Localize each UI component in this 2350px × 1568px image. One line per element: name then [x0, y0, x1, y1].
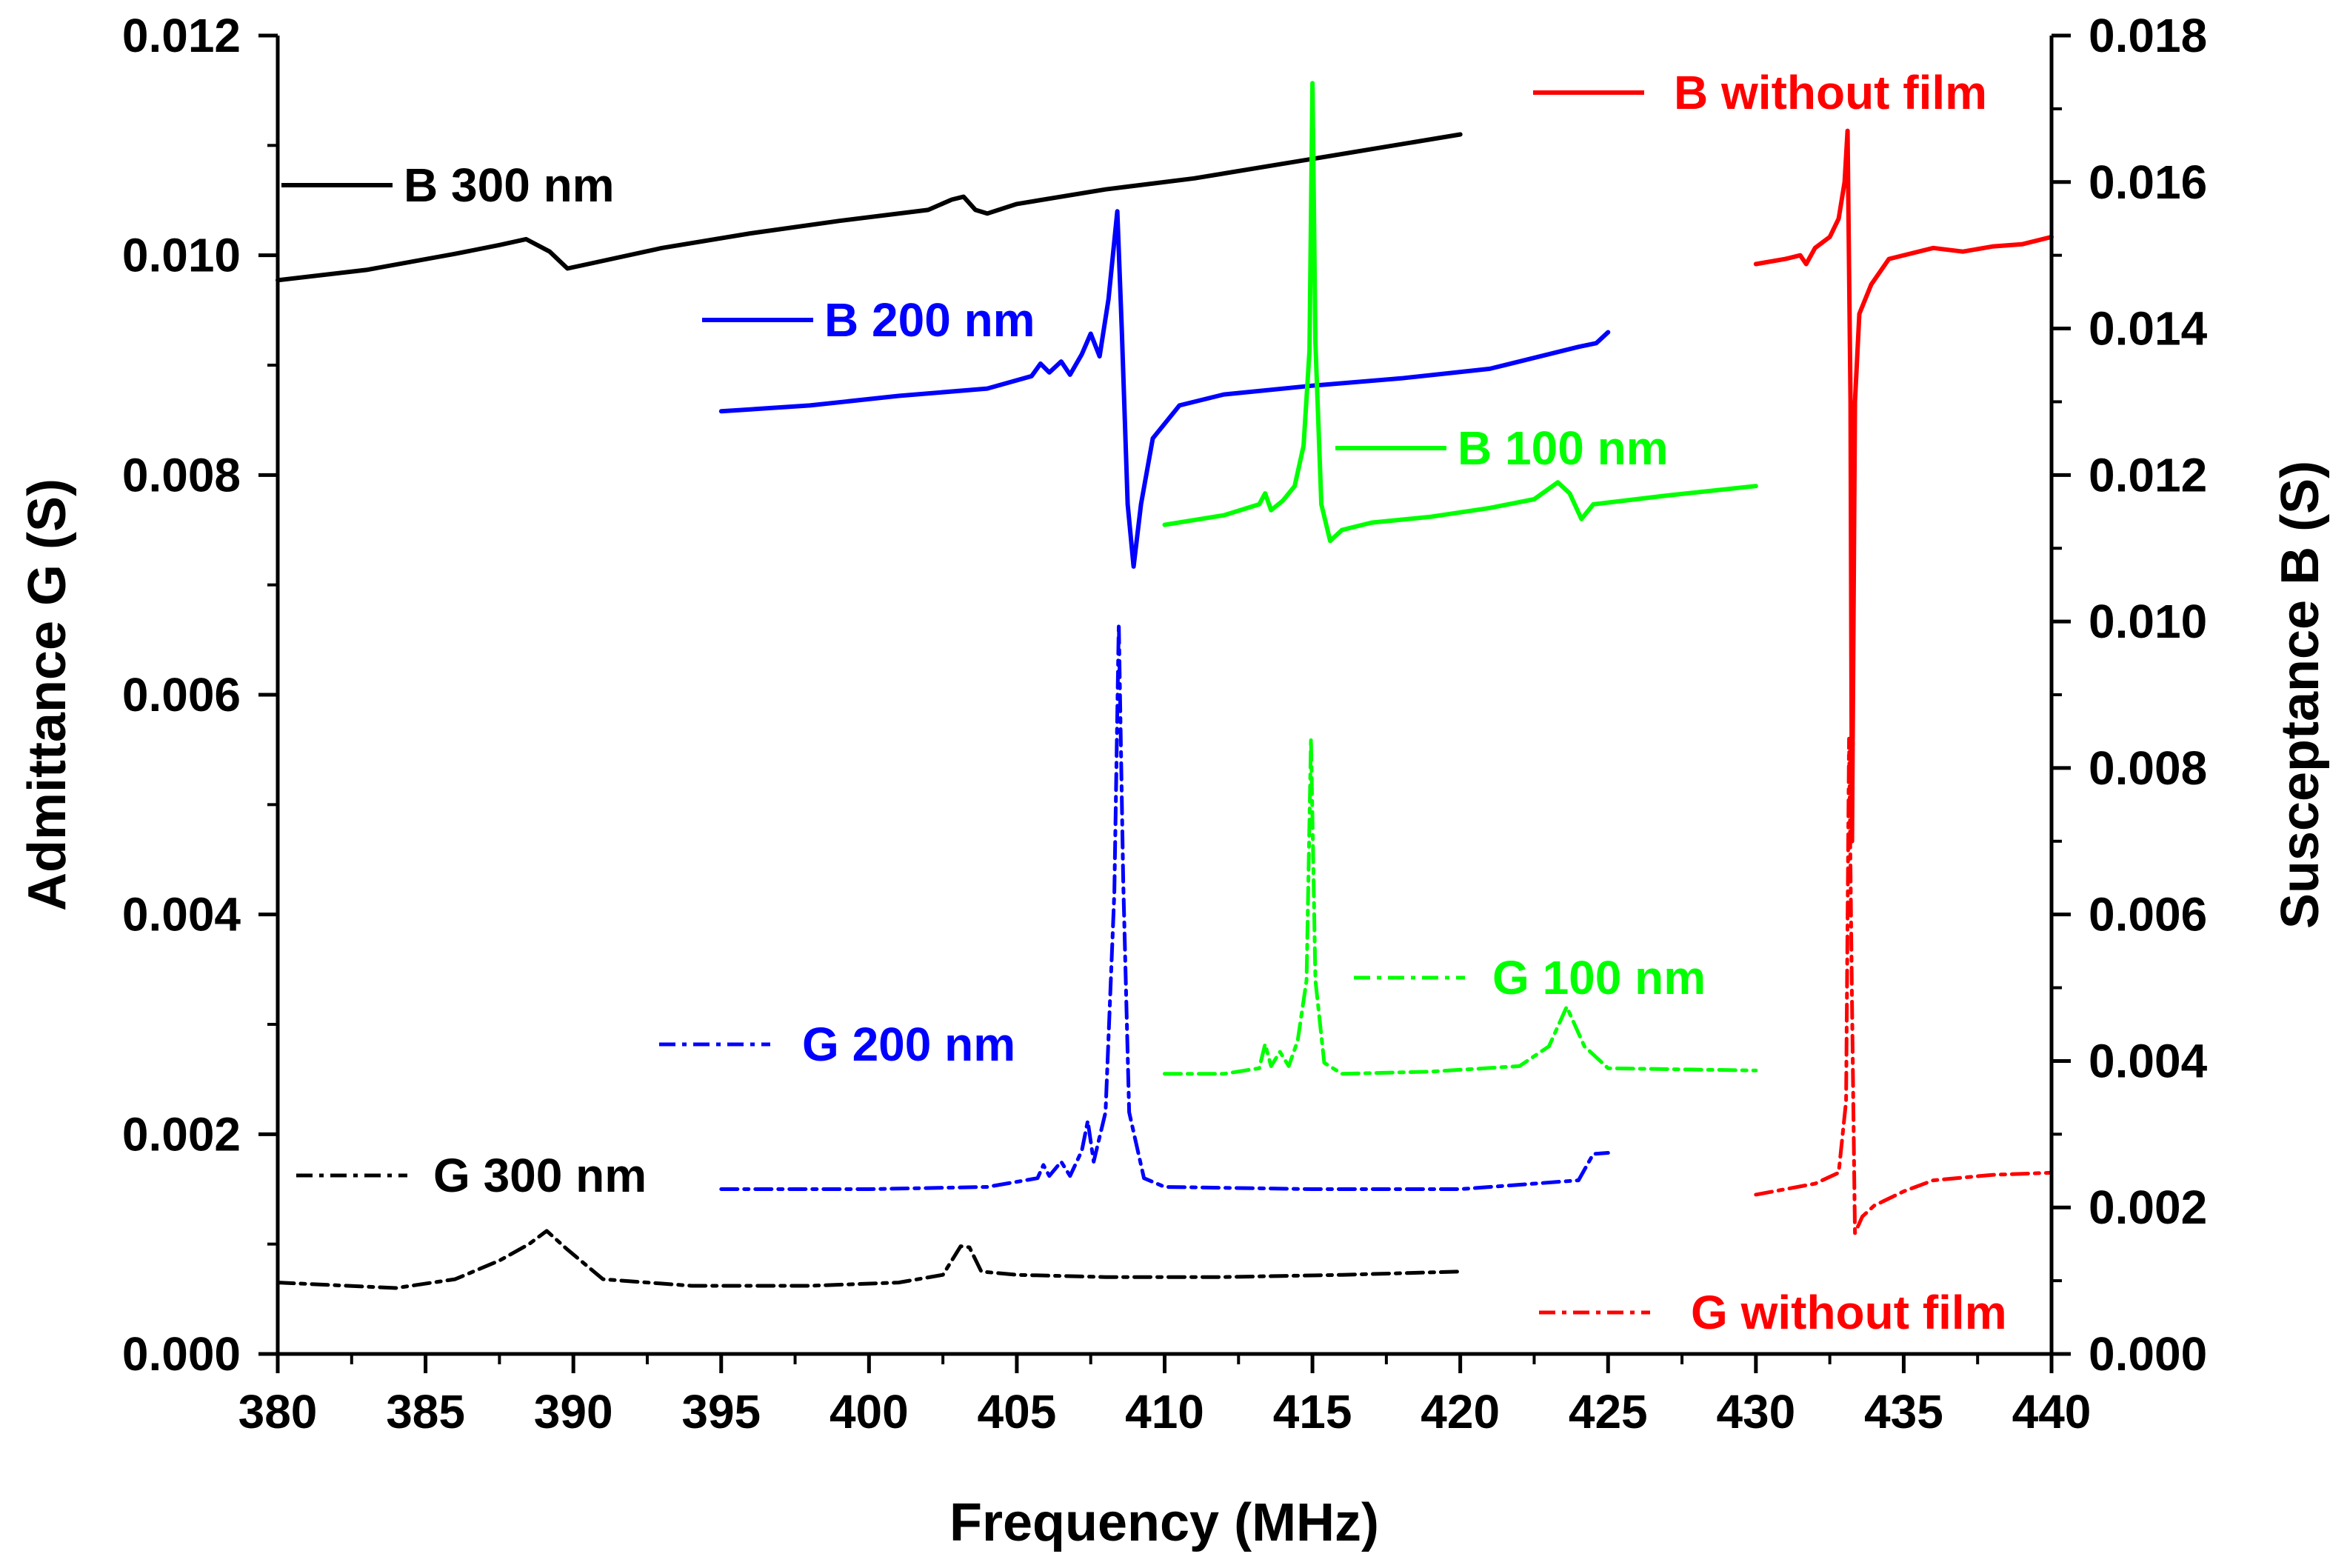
x-tick-label: 405 — [978, 1385, 1057, 1438]
series-line-b-200-nm — [718, 209, 1611, 569]
series-line-g-100-nm — [1163, 736, 1758, 1076]
y-right-tick-label: 0.010 — [2089, 595, 2207, 648]
x-tick-label: 435 — [1864, 1385, 1943, 1438]
y-left-tick-label: 0.010 — [122, 229, 241, 282]
legend-layer: B 300 nm B 200 nm B 100 nm B without film G … — [281, 66, 2007, 1339]
y-right-tick-label: 0.008 — [2089, 741, 2207, 795]
legend-label-g-without-film: G without film — [1691, 1286, 2007, 1339]
y-right-tick-label: 0.016 — [2089, 156, 2207, 209]
legend-label-b-without-film: B without film — [1674, 66, 1987, 119]
y-right-tick-label: 0.018 — [2089, 9, 2207, 62]
y-left-tick-label: 0.000 — [122, 1327, 241, 1381]
x-tick-label: 420 — [1421, 1385, 1500, 1438]
legend-label-g-200-nm: G 200 nm — [802, 1018, 1015, 1071]
x-tick-label: 395 — [681, 1385, 761, 1438]
x-tick-label: 385 — [386, 1385, 465, 1438]
series-line-g-without-film — [1754, 736, 2054, 1235]
y-right-tick-label: 0.012 — [2089, 448, 2207, 501]
legend-label-g-100-nm: G 100 nm — [1492, 951, 1706, 1004]
series-line-g-200-nm — [719, 621, 1610, 1191]
y-left-tick-label: 0.004 — [122, 888, 241, 941]
y-left-tick-label: 0.006 — [122, 668, 241, 721]
x-tick-label: 410 — [1125, 1385, 1204, 1438]
y-right-tick-label: 0.006 — [2089, 888, 2207, 941]
y-right-tick-label: 0.000 — [2089, 1327, 2207, 1381]
y-right-tick-label: 0.014 — [2089, 302, 2208, 356]
ticks-layer: 380 385 390 395 400 405 410 415 420 425 430 435 4400… — [122, 9, 2208, 1438]
y-right-tick-label: 0.004 — [2089, 1034, 2208, 1087]
x-tick-label: 390 — [534, 1385, 613, 1438]
legend-label-b-100-nm: B 100 nm — [1458, 421, 1669, 475]
legend-label-b-300-nm: B 300 nm — [404, 159, 615, 212]
series-line-b-300-nm — [276, 132, 1463, 283]
series-line-g-300-nm — [276, 1229, 1463, 1290]
x-axis-title: Frequency (MHz) — [949, 1493, 1379, 1552]
series-line-b-without-film — [1753, 128, 2054, 844]
x-tick-label: 430 — [1716, 1385, 1795, 1438]
y-right-tick-label: 0.002 — [2089, 1181, 2207, 1234]
y-axis-right-title: Susceptance B (S) — [2271, 461, 2330, 929]
legend-label-b-200-nm: B 200 nm — [824, 293, 1035, 347]
y-left-tick-label: 0.002 — [122, 1107, 241, 1161]
x-tick-label: 440 — [2012, 1385, 2092, 1438]
y-left-tick-label: 0.012 — [122, 9, 241, 62]
x-tick-label: 415 — [1273, 1385, 1352, 1438]
x-tick-label: 380 — [238, 1385, 318, 1438]
legend-label-g-300-nm: G 300 nm — [433, 1149, 647, 1202]
y-left-tick-label: 0.008 — [122, 448, 241, 501]
y-axis-left-title: Admittance G (S) — [18, 478, 77, 911]
x-tick-label: 400 — [829, 1385, 909, 1438]
series-layer — [276, 81, 2054, 1290]
series-line-b-100-nm — [1162, 81, 1758, 544]
x-tick-label: 425 — [1569, 1385, 1648, 1438]
